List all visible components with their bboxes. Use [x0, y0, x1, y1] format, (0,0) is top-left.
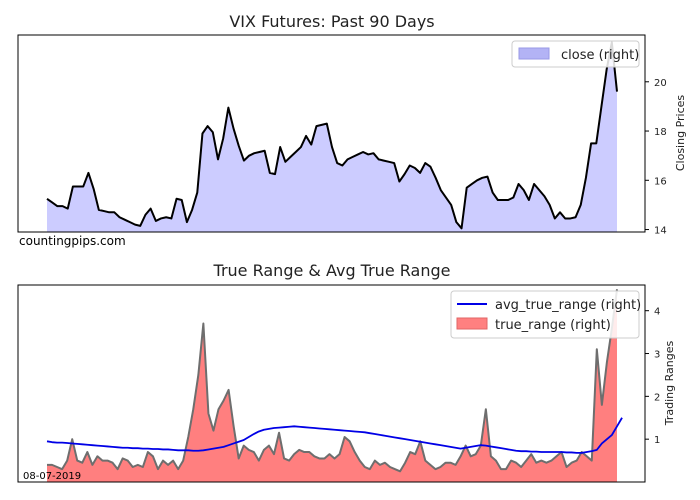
top-ytick-label: 16: [654, 176, 667, 187]
bottom-chart-y-axis: 1 2 3 4: [645, 307, 660, 446]
bottom-ytick-label: 2: [654, 392, 660, 403]
bottom-chart-ylabel: Trading Ranges: [663, 341, 676, 427]
top-close-area: [47, 42, 617, 232]
bottom-true-range-line: [47, 289, 618, 473]
bottom-chart-frame: [17, 284, 646, 483]
bottom-ytick-label: 1: [654, 435, 660, 446]
top-ytick-label: 20: [654, 78, 667, 89]
bottom-avg-true-range-line: [46, 417, 623, 454]
top-ytick-label: 14: [654, 226, 667, 237]
close-legend-swatch: [518, 47, 550, 60]
vix-closing-price-chart: VIX Futures: Past 90 Days 14 16 18 20 Closi…: [17, 12, 687, 248]
top-chart-series-layer: [46, 41, 618, 232]
top-chart-legend[interactable]: close (right): [511, 40, 640, 68]
watermark-text: countingpips.com: [19, 234, 126, 248]
atr-legend-label: avg_true_range (right): [495, 298, 641, 313]
true-range-chart: True Range & Avg True Range 1 2 3 4 Trading…: [17, 261, 676, 483]
bottom-ytick-label: 4: [654, 307, 660, 318]
bottom-chart-legend[interactable]: avg_true_range (right) true_range (right…: [450, 290, 641, 339]
tr-legend-swatch: [456, 317, 488, 330]
date-label: 08-07-2019: [23, 471, 81, 482]
top-close-line: [46, 41, 618, 230]
close-legend-label: close (right): [561, 48, 639, 63]
bottom-chart-series-layer: [46, 289, 623, 482]
bottom-legend-box: [450, 290, 640, 339]
bottom-chart-title: True Range & Avg True Range: [213, 261, 451, 280]
top-chart-title: VIX Futures: Past 90 Days: [229, 12, 434, 31]
top-chart-y-axis: 14 16 18 20: [645, 78, 667, 237]
tr-legend-label: true_range (right): [495, 318, 611, 333]
top-chart-ylabel: Closing Prices: [674, 95, 687, 172]
top-chart-frame: [17, 34, 646, 233]
top-ytick-label: 18: [654, 127, 667, 138]
bottom-ytick-label: 3: [654, 350, 660, 361]
